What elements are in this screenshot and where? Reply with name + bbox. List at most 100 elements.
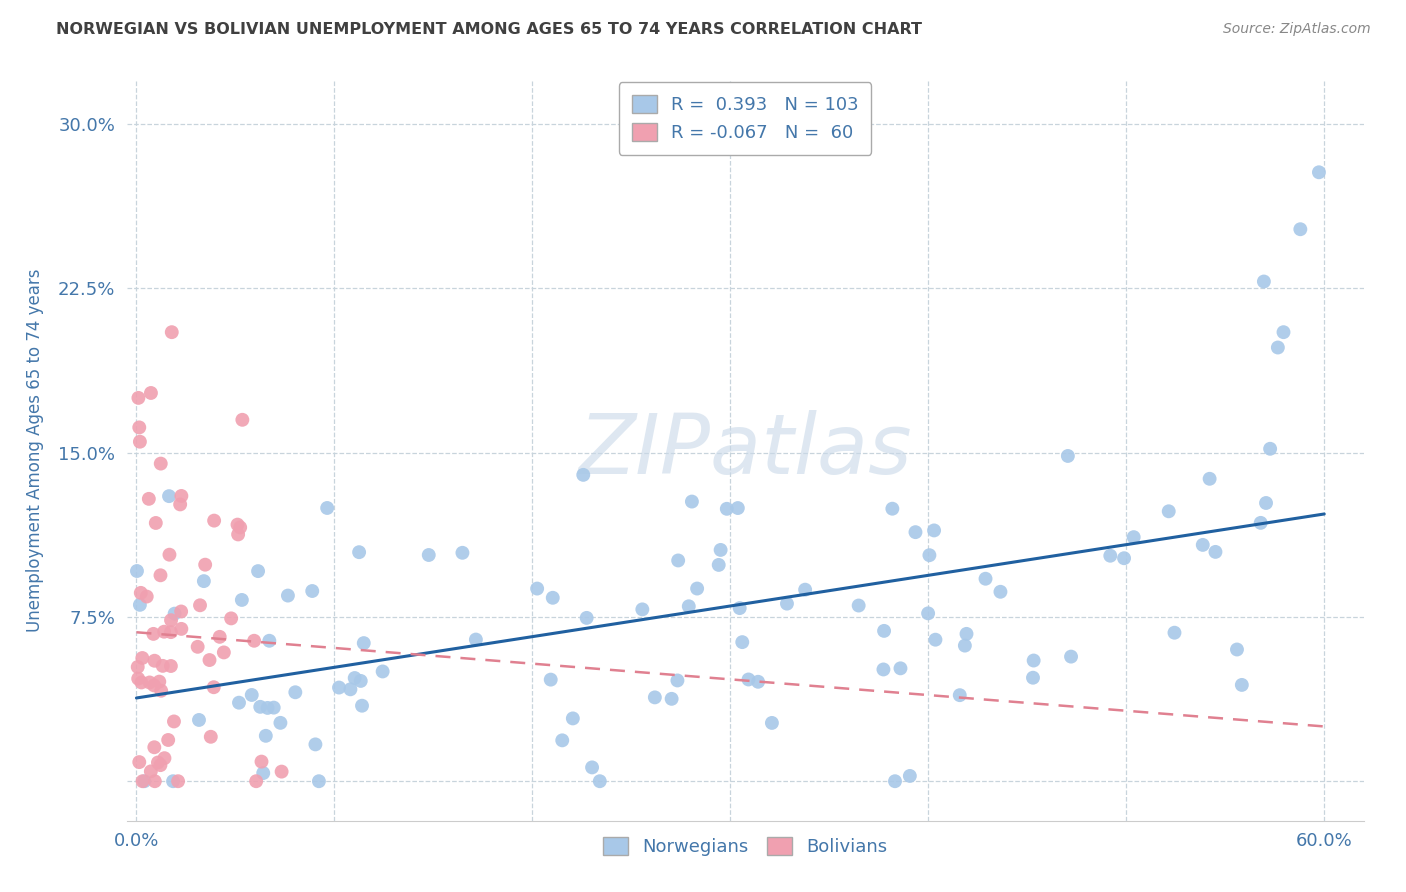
Point: [1060, 649, 1083, 664]
Point: [167, 774, 190, 789]
Point: [353, 636, 375, 650]
Point: [551, 733, 574, 747]
Point: [284, 685, 307, 699]
Point: [1157, 504, 1180, 518]
Point: [127, 672, 149, 686]
Point: [1163, 625, 1185, 640]
Legend: Norwegians, Bolivians: Norwegians, Bolivians: [596, 830, 894, 863]
Point: [226, 527, 249, 541]
Point: [198, 653, 221, 667]
Point: [308, 774, 330, 789]
Point: [138, 675, 160, 690]
Point: [974, 572, 997, 586]
Point: [316, 500, 339, 515]
Text: ZIP​atlas: ZIP​atlas: [578, 410, 912, 491]
Point: [127, 660, 149, 674]
Point: [157, 733, 180, 747]
Point: [955, 627, 977, 641]
Point: [904, 525, 927, 540]
Point: [153, 624, 176, 639]
Point: [170, 605, 193, 619]
Text: NORWEGIAN VS BOLIVIAN UNEMPLOYMENT AMONG AGES 65 TO 74 YEARS CORRELATION CHART: NORWEGIAN VS BOLIVIAN UNEMPLOYMENT AMONG…: [56, 22, 922, 37]
Point: [710, 543, 733, 558]
Point: [131, 651, 153, 665]
Point: [193, 574, 215, 588]
Point: [149, 758, 172, 772]
Point: [269, 715, 291, 730]
Point: [143, 774, 166, 789]
Point: [148, 674, 170, 689]
Point: [1099, 549, 1122, 563]
Point: [848, 599, 870, 613]
Point: [1250, 516, 1272, 530]
Point: [737, 673, 759, 687]
Point: [884, 774, 907, 789]
Point: [761, 715, 783, 730]
Point: [231, 413, 253, 427]
Point: [1057, 449, 1080, 463]
Point: [661, 691, 683, 706]
Point: [277, 589, 299, 603]
Point: [1204, 545, 1226, 559]
Point: [1254, 496, 1277, 510]
Point: [143, 678, 166, 692]
Point: [872, 663, 894, 677]
Point: [150, 683, 173, 698]
Point: [898, 769, 921, 783]
Point: [249, 699, 271, 714]
Point: [371, 665, 394, 679]
Point: [678, 599, 700, 614]
Point: [1022, 671, 1045, 685]
Point: [1230, 678, 1253, 692]
Text: Source: ZipAtlas.com: Source: ZipAtlas.com: [1223, 22, 1371, 37]
Point: [138, 491, 160, 506]
Point: [339, 682, 361, 697]
Point: [270, 764, 292, 779]
Point: [540, 673, 562, 687]
Point: [142, 627, 165, 641]
Point: [350, 673, 373, 688]
Point: [127, 391, 149, 405]
Point: [666, 553, 689, 567]
Point: [228, 696, 250, 710]
Point: [259, 633, 281, 648]
Point: [451, 546, 474, 560]
Point: [256, 701, 278, 715]
Point: [229, 520, 252, 534]
Point: [163, 714, 186, 729]
Point: [707, 558, 730, 572]
Point: [716, 501, 738, 516]
Point: [1308, 165, 1330, 179]
Point: [686, 582, 709, 596]
Point: [1198, 472, 1220, 486]
Point: [949, 688, 972, 702]
Point: [924, 632, 946, 647]
Point: [328, 681, 350, 695]
Point: [145, 516, 167, 530]
Point: [128, 420, 150, 434]
Point: [953, 639, 976, 653]
Point: [231, 593, 253, 607]
Point: [572, 467, 595, 482]
Point: [187, 640, 209, 654]
Point: [135, 590, 157, 604]
Point: [129, 434, 152, 449]
Point: [1258, 442, 1281, 456]
Point: [990, 584, 1012, 599]
Point: [247, 564, 270, 578]
Point: [202, 514, 225, 528]
Point: [1267, 341, 1289, 355]
Point: [240, 688, 263, 702]
Point: [1112, 551, 1135, 566]
Point: [194, 558, 217, 572]
Point: [149, 568, 172, 582]
Point: [160, 613, 183, 627]
Point: [347, 545, 370, 559]
Point: [125, 564, 148, 578]
Point: [202, 680, 225, 694]
Point: [128, 755, 150, 769]
Point: [561, 711, 583, 725]
Point: [794, 582, 817, 597]
Point: [728, 601, 751, 615]
Point: [263, 700, 285, 714]
